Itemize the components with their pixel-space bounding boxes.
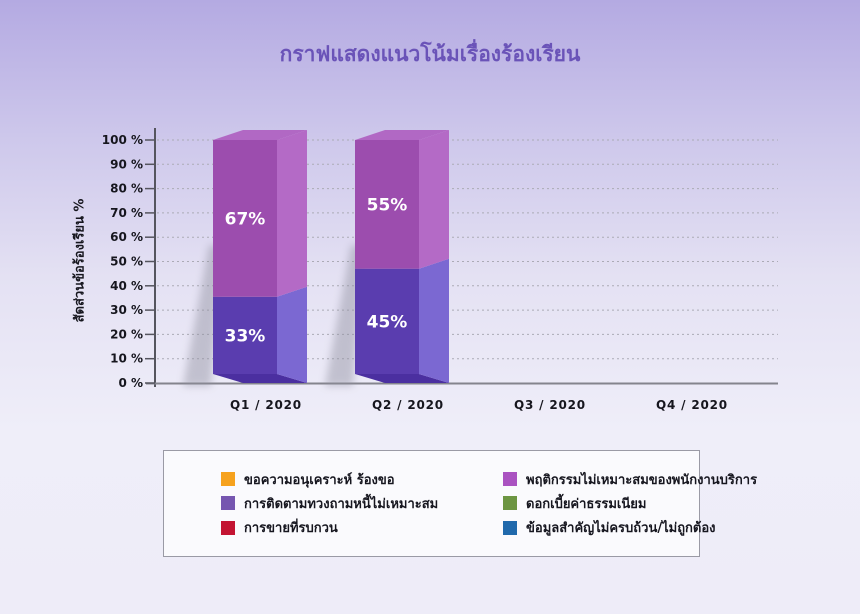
legend-swatch-red [221,520,235,535]
legend-swatch-blue [503,520,517,535]
legend-label: การขายที่รบกวน [244,521,338,537]
legend-swatch-green [503,496,517,511]
legend-item: การติดตามทวงถามหนี้ไม่เหมาะสม [221,493,503,514]
bar-segment-front [355,140,419,269]
bar-top-face [355,130,449,140]
bar-segment-front [355,268,419,374]
y-tick-label: 90 % [110,157,143,171]
bar-segment-side [277,286,307,383]
bar-bottom-face [213,374,307,383]
legend-label: ดอกเบี้ยค่าธรรมเนียม [526,496,647,512]
legend-label: การติดตามทวงถามหนี้ไม่เหมาะสม [244,496,439,512]
legend-item: ขอความอนุเคราะห์ ร้องขอ [221,469,503,490]
chart-legend: ขอความอนุเคราะห์ ร้องขอ การติดตามทวงถามห… [163,450,757,557]
bar-value-label: 67% [225,209,266,229]
y-tick-label: 100 % [102,133,143,147]
axis-labels-group: 0 % 10 % 20 % 30 % 40 % 50 % 60 % 70 % 80 % 90 % 1… [102,133,728,412]
y-tick-label: 60 % [110,230,143,244]
legend-item: ดอกเบี้ยค่าธรรมเนียม [503,493,757,514]
bar-value-label: 33% [225,326,266,346]
y-tick-label: 30 % [110,303,143,317]
legend-label: พฤติกรรมไม่เหมาะสมของพนักงานบริการ [526,472,758,488]
legend-swatch-orange [221,472,235,487]
y-tick-label: 0 % [118,376,143,390]
y-tick-label: 70 % [110,206,143,220]
legend-swatch-purple [221,496,235,511]
legend-swatch-orchid [503,472,517,487]
bar-value-label: 45% [367,312,408,332]
bar-value-label: 55% [367,195,408,215]
y-tick-label: 40 % [110,279,143,293]
bar-segment-side [419,258,449,383]
x-category-label: Q4 / 2020 [656,398,728,412]
bar-bottom-face [355,374,449,383]
legend-item: พฤติกรรมไม่เหมาะสมของพนักงานบริการ [503,469,757,490]
stacked-bar-chart: 33% 67% 45% 55% 0 % 10 % 20 % 30 % 40 % 50 % 60 %… [102,128,778,412]
legend-item: การขายที่รบกวน [221,517,503,538]
bars-group: 33% 67% 45% 55% [183,130,449,386]
y-tick-label: 80 % [110,182,143,196]
bar-segment-front [213,296,277,374]
y-tick-label: 50 % [110,255,143,269]
x-category-label: Q3 / 2020 [514,398,586,412]
bar-top-face [213,130,307,140]
legend-item: ข้อมูลสำคัญไม่ครบถ้วน/ไม่ถูกต้อง [503,517,757,538]
y-tick-label: 20 % [110,327,143,341]
bar-segment-front [213,140,277,297]
x-category-label: Q2 / 2020 [372,398,444,412]
x-category-label: Q1 / 2020 [230,398,302,412]
gridlines-group [157,139,778,360]
y-tick-label: 10 % [110,352,143,366]
legend-label: ขอความอนุเคราะห์ ร้องขอ [244,472,395,488]
chart-title: กราฟแสดงแนวโน้มเรื่องร้องเรียน [279,42,581,66]
legend-label: ข้อมูลสำคัญไม่ครบถ้วน/ไม่ถูกต้อง [526,521,716,537]
axes-group [145,128,778,387]
bar-segment-side [277,130,307,297]
bar-segment-side [419,130,449,269]
